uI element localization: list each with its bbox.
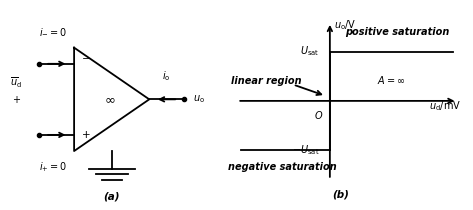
Text: $O$: $O$ bbox=[315, 109, 324, 121]
Text: $i_{+}=0$: $i_{+}=0$ bbox=[39, 160, 68, 174]
Text: $U_{\rm sat}$: $U_{\rm sat}$ bbox=[300, 45, 320, 59]
Text: negative saturation: negative saturation bbox=[228, 162, 337, 172]
Text: (b): (b) bbox=[332, 190, 349, 199]
Text: (a): (a) bbox=[104, 191, 120, 201]
Text: $-U_{\rm sat}$: $-U_{\rm sat}$ bbox=[292, 143, 320, 157]
Text: $+$: $+$ bbox=[12, 94, 21, 105]
Text: $i_{\rm o}$: $i_{\rm o}$ bbox=[162, 69, 171, 83]
Text: linear region: linear region bbox=[231, 76, 301, 86]
Text: $+$: $+$ bbox=[81, 129, 91, 140]
Text: $u_{\rm o}$: $u_{\rm o}$ bbox=[193, 93, 204, 105]
Text: $u_{\rm o}$/V: $u_{\rm o}$/V bbox=[334, 18, 357, 32]
Text: $u_{\rm d}$/mV: $u_{\rm d}$/mV bbox=[429, 99, 462, 113]
Text: $i_{-}=0$: $i_{-}=0$ bbox=[39, 26, 68, 37]
Text: $-$: $-$ bbox=[81, 52, 91, 62]
Text: $\overline{u}_{\rm d}$: $\overline{u}_{\rm d}$ bbox=[10, 76, 22, 90]
Text: positive saturation: positive saturation bbox=[346, 27, 450, 37]
Text: $A=\infty$: $A=\infty$ bbox=[377, 74, 406, 85]
Text: $\infty$: $\infty$ bbox=[105, 93, 116, 106]
